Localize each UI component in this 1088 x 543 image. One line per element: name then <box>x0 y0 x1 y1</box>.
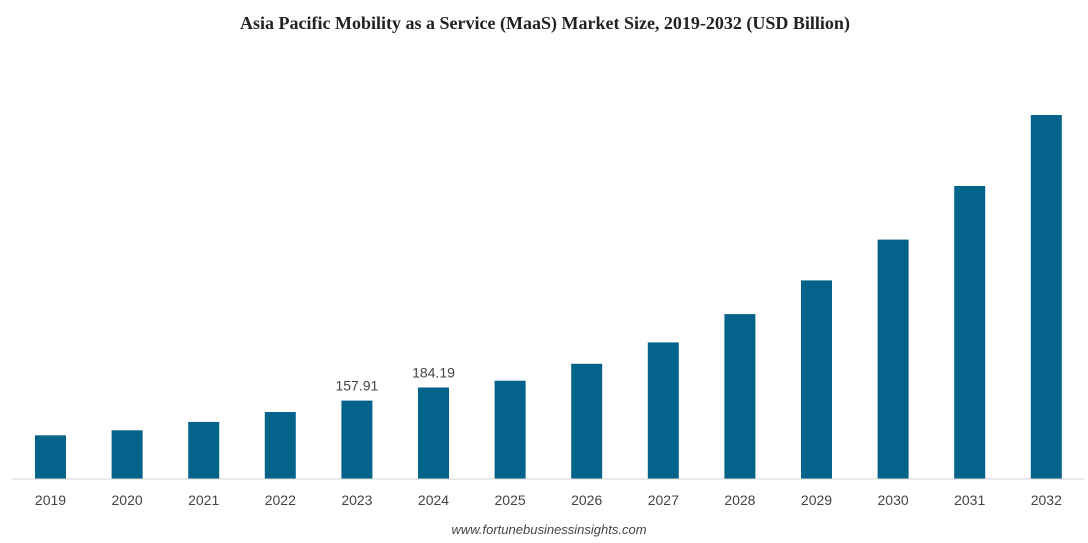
bar-2020 <box>111 430 143 479</box>
x-tick-label-2024: 2024 <box>418 492 449 508</box>
x-tick-label-2026: 2026 <box>571 492 602 508</box>
source-credit: www.fortunebusinessinsights.com <box>451 522 646 537</box>
x-tick-label-2019: 2019 <box>35 492 66 508</box>
bars-group <box>35 115 1062 479</box>
bar-2029 <box>801 280 832 479</box>
chart-title: Asia Pacific Mobility as a Service (MaaS… <box>240 13 850 34</box>
data-labels: 157.91 184.19 <box>335 365 455 394</box>
bar-2031 <box>954 186 986 479</box>
x-tick-label-2023: 2023 <box>341 492 372 508</box>
x-tick-label-2030: 2030 <box>878 492 909 508</box>
x-tick-label-2022: 2022 <box>265 492 296 508</box>
x-tick-label-2021: 2021 <box>188 492 219 508</box>
x-tick-labels: 2019 2020 2021 2022 2023 2024 2025 2026 2027 2028… <box>35 492 1062 508</box>
data-label-2023: 157.91 <box>335 378 378 394</box>
bar-2023 <box>341 400 373 479</box>
bar-2025 <box>494 380 526 479</box>
bar-2019 <box>35 435 66 479</box>
x-tick-label-2020: 2020 <box>112 492 143 508</box>
x-tick-label-2029: 2029 <box>801 492 832 508</box>
bar-2026 <box>571 363 603 479</box>
bar-2022 <box>264 412 296 479</box>
x-tick-label-2032: 2032 <box>1031 492 1062 508</box>
bar-2024 <box>418 387 449 479</box>
bar-2028 <box>724 314 756 479</box>
x-tick-label-2028: 2028 <box>724 492 755 508</box>
data-label-2024: 184.19 <box>412 365 455 381</box>
bar-2032 <box>1030 115 1062 479</box>
x-tick-label-2025: 2025 <box>495 492 526 508</box>
bar-2021 <box>188 421 220 479</box>
x-tick-label-2027: 2027 <box>648 492 679 508</box>
x-tick-label-2031: 2031 <box>954 492 985 508</box>
bar-2027 <box>647 342 679 479</box>
bar-2030 <box>877 239 909 479</box>
